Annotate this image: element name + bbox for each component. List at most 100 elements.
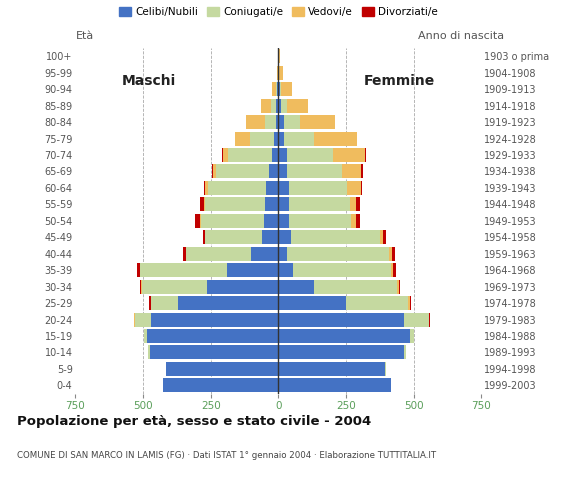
Bar [265, 197, 278, 211]
Bar [263, 214, 278, 228]
Bar [150, 346, 278, 360]
Bar [183, 247, 186, 261]
Bar [280, 82, 281, 96]
Bar [314, 132, 357, 145]
Bar [281, 82, 292, 96]
Bar [278, 346, 404, 360]
Bar [216, 165, 269, 179]
Bar [278, 98, 281, 113]
Bar [350, 197, 356, 211]
Bar [429, 312, 430, 326]
Bar [289, 181, 347, 195]
Bar [201, 214, 263, 228]
Legend: Celibi/Nubili, Coniugati/e, Vedovi/e, Divorziati/e: Celibi/Nubili, Coniugati/e, Vedovi/e, Di… [115, 3, 442, 22]
Bar [278, 280, 314, 294]
Bar [203, 230, 205, 244]
Text: Età: Età [75, 31, 93, 41]
Bar [166, 362, 278, 376]
Bar [389, 247, 392, 261]
Bar [289, 214, 351, 228]
Bar [229, 148, 271, 162]
Bar [277, 82, 278, 96]
Bar [393, 263, 396, 277]
Bar [399, 280, 400, 294]
Bar [262, 230, 278, 244]
Bar [392, 247, 395, 261]
Bar [200, 214, 201, 228]
Bar [278, 181, 289, 195]
Bar [404, 312, 429, 326]
Bar [278, 329, 409, 343]
Bar [314, 280, 397, 294]
Bar [287, 165, 342, 179]
Text: Anno di nascita: Anno di nascita [419, 31, 505, 41]
Bar [278, 296, 346, 310]
Bar [142, 280, 206, 294]
Bar [278, 214, 289, 228]
Bar [289, 197, 350, 211]
Bar [279, 49, 280, 63]
Bar [278, 115, 284, 129]
Bar [269, 165, 278, 179]
Bar [135, 312, 151, 326]
Bar [287, 247, 389, 261]
Bar [356, 214, 360, 228]
Bar [278, 312, 404, 326]
Text: Popolazione per età, sesso e stato civile - 2004: Popolazione per età, sesso e stato civil… [17, 415, 372, 428]
Bar [204, 197, 205, 211]
Bar [251, 247, 278, 261]
Bar [278, 132, 284, 145]
Bar [271, 82, 275, 96]
Bar [147, 329, 278, 343]
Bar [284, 132, 314, 145]
Bar [222, 148, 223, 162]
Bar [278, 263, 293, 277]
Bar [342, 165, 361, 179]
Bar [227, 263, 278, 277]
Bar [278, 247, 287, 261]
Bar [276, 82, 277, 96]
Bar [361, 165, 363, 179]
Bar [151, 296, 178, 310]
Bar [140, 280, 141, 294]
Bar [262, 98, 271, 113]
Bar [332, 148, 365, 162]
Text: COMUNE DI SAN MARCO IN LAMIS (FG) · Dati ISTAT 1° gennaio 2004 · Elaborazione TU: COMUNE DI SAN MARCO IN LAMIS (FG) · Dati… [17, 451, 437, 460]
Bar [200, 197, 204, 211]
Bar [186, 247, 251, 261]
Bar [278, 378, 391, 392]
Bar [397, 280, 399, 294]
Bar [346, 296, 408, 310]
Bar [271, 148, 278, 162]
Bar [278, 230, 291, 244]
Bar [409, 329, 414, 343]
Bar [276, 98, 278, 113]
Bar [404, 346, 405, 360]
Bar [409, 296, 411, 310]
Bar [278, 197, 289, 211]
Bar [136, 263, 140, 277]
Bar [380, 230, 383, 244]
Bar [195, 214, 200, 228]
Bar [213, 165, 216, 179]
Bar [276, 115, 278, 129]
Bar [151, 312, 278, 326]
Bar [361, 181, 362, 195]
Bar [278, 148, 287, 162]
Bar [287, 148, 332, 162]
Bar [140, 263, 227, 277]
Bar [208, 181, 266, 195]
Bar [287, 98, 308, 113]
Bar [408, 296, 409, 310]
Bar [274, 132, 278, 145]
Bar [383, 230, 386, 244]
Bar [148, 346, 150, 360]
Bar [266, 181, 278, 195]
Bar [144, 329, 147, 343]
Bar [351, 214, 356, 228]
Bar [205, 181, 208, 195]
Bar [223, 148, 229, 162]
Bar [204, 181, 205, 195]
Bar [212, 165, 213, 179]
Bar [250, 132, 274, 145]
